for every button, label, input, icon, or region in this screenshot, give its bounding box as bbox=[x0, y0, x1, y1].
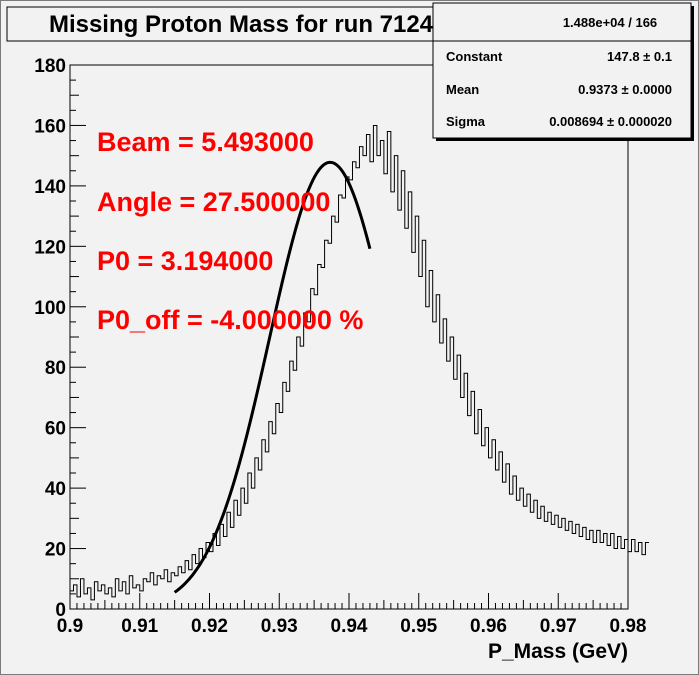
y-tick-label: 120 bbox=[34, 237, 66, 258]
stats-constant-label: Constant bbox=[446, 49, 503, 64]
x-axis-title: P_Mass (GeV) bbox=[488, 640, 628, 663]
y-tick-label: 40 bbox=[45, 479, 66, 500]
histogram-series bbox=[70, 124, 649, 601]
annotation-block: Beam = 5.493000 Angle = 27.500000 P0 = 3… bbox=[97, 127, 363, 335]
x-tick-label: 0.94 bbox=[331, 616, 368, 637]
title-box: Missing Proton Mass for run 7124 bbox=[6, 6, 476, 42]
annotation-p0-off: P0_off = -4.000000 % bbox=[97, 305, 363, 335]
stats-constant-value: 147.8 ± 0.1 bbox=[607, 49, 672, 64]
x-tick-labels: 0.9 0.91 0.92 0.93 0.94 0.95 0.96 0.97 0.98 bbox=[57, 616, 647, 637]
plot-title: Missing Proton Mass for run 7124 bbox=[49, 11, 434, 38]
stats-box: 1.488e+04 / 166 Constant 147.8 ± 0.1 Mea… bbox=[432, 2, 694, 141]
stats-box-frame bbox=[432, 2, 692, 139]
stats-mean-value: 0.9373 ± 0.0000 bbox=[578, 82, 672, 97]
axis-ticks bbox=[69, 64, 629, 610]
annotation-p0: P0 = 3.194000 bbox=[97, 246, 273, 276]
x-tick-label: 0.91 bbox=[121, 616, 158, 637]
gaussian-fit-curve bbox=[173, 160, 372, 594]
y-tick-labels: 0 20 40 60 80 100 120 140 160 180 bbox=[34, 56, 66, 621]
y-tick-label: 140 bbox=[34, 177, 66, 198]
title-box-frame bbox=[6, 6, 476, 42]
y-tick-label: 80 bbox=[45, 358, 66, 379]
stats-sigma-label: Sigma bbox=[446, 114, 486, 129]
annotation-angle: Angle = 27.500000 bbox=[97, 187, 330, 217]
y-tick-label: 160 bbox=[34, 116, 66, 137]
x-tick-label: 0.98 bbox=[610, 616, 647, 637]
stats-sigma-value: 0.008694 ± 0.000020 bbox=[549, 114, 672, 129]
stats-entries: 1.488e+04 / 166 bbox=[563, 15, 657, 30]
x-tick-label: 0.96 bbox=[470, 616, 507, 637]
y-tick-label: 20 bbox=[45, 540, 66, 561]
y-tick-label: 180 bbox=[34, 56, 66, 77]
x-tick-label: 0.92 bbox=[191, 616, 228, 637]
y-tick-label: 0 bbox=[55, 600, 66, 621]
y-tick-label: 60 bbox=[45, 419, 66, 440]
x-tick-label: 0.9 bbox=[57, 616, 83, 637]
x-tick-label: 0.97 bbox=[540, 616, 577, 637]
annotation-beam: Beam = 5.493000 bbox=[97, 127, 314, 157]
x-tick-label: 0.93 bbox=[261, 616, 298, 637]
x-tick-label: 0.95 bbox=[400, 616, 437, 637]
y-tick-label: 100 bbox=[34, 298, 66, 319]
stats-mean-label: Mean bbox=[446, 82, 479, 97]
